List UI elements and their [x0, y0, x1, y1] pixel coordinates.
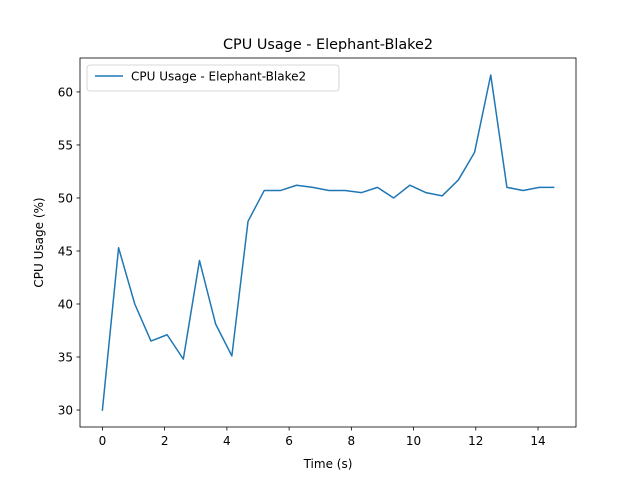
x-tick-label: 0 — [99, 434, 107, 448]
x-axis-label: Time (s) — [303, 457, 353, 471]
series-line-cpu-usage — [101, 74, 555, 411]
x-tick-label: 2 — [161, 434, 169, 448]
x-tick-label: 12 — [468, 434, 483, 448]
plot-frame — [79, 57, 577, 428]
x-tick-label: 10 — [406, 434, 421, 448]
x-tick-label: 14 — [530, 434, 545, 448]
y-tick-label: 45 — [58, 244, 73, 258]
y-tick-label: 40 — [58, 298, 73, 312]
series-layer — [101, 74, 555, 411]
chart-title: CPU Usage - Elephant-Blake2 — [223, 37, 433, 53]
y-axis-label: CPU Usage (%) — [32, 197, 46, 287]
y-tick-label: 60 — [58, 85, 73, 99]
x-axis: 0 2 4 6 8 10 12 14 — [99, 427, 546, 448]
legend: CPU Usage - Elephant-Blake2 — [86, 64, 340, 92]
y-tick-label: 50 — [58, 191, 73, 205]
y-tick-label: 35 — [58, 351, 73, 365]
x-tick-label: 4 — [223, 434, 231, 448]
x-tick-label: 8 — [348, 434, 356, 448]
y-tick-label: 55 — [58, 138, 73, 152]
plot-background — [80, 58, 576, 427]
x-tick-label: 6 — [285, 434, 293, 448]
legend-box — [86, 64, 340, 92]
legend-label: CPU Usage - Elephant-Blake2 — [131, 70, 306, 84]
y-tick-label: 30 — [58, 404, 73, 418]
y-axis: 30 35 40 45 50 55 60 — [58, 85, 80, 418]
plot-area — [79, 57, 577, 428]
